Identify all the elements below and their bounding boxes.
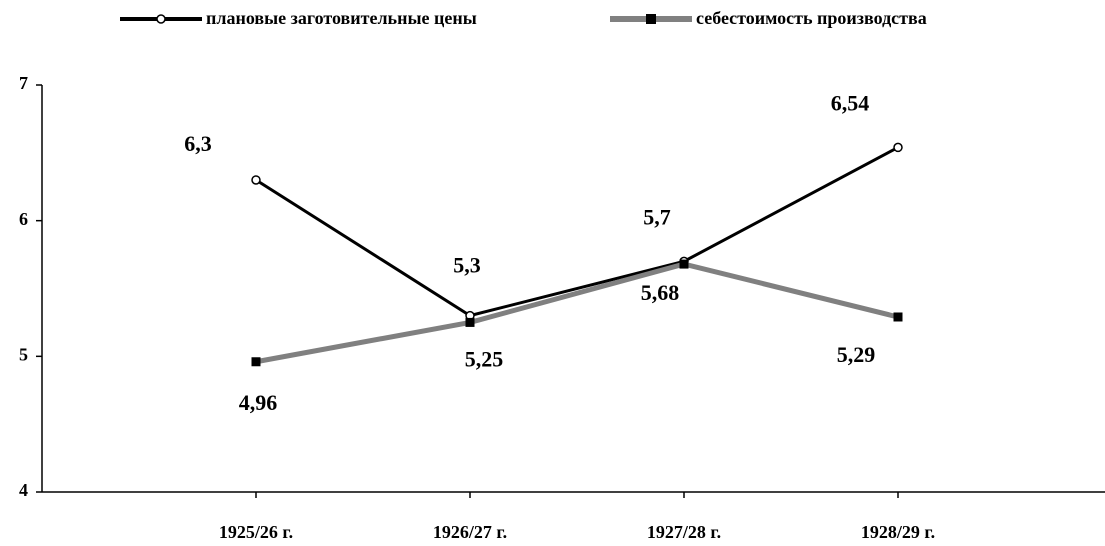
data-label: 5,7 (643, 204, 671, 229)
marker (465, 317, 475, 327)
line-series (255, 261, 899, 365)
line-series (255, 146, 899, 318)
legend-label: плановые заготовительные цены (206, 8, 477, 28)
marker (251, 357, 261, 367)
x-tick-label: 1926/27 г. (433, 522, 507, 542)
marker (893, 312, 903, 322)
data-label: 6,3 (184, 131, 212, 156)
marker (679, 259, 689, 269)
data-label: 5,25 (465, 346, 504, 371)
marker (893, 142, 903, 153)
legend-marker (646, 14, 656, 24)
data-label: 5,29 (837, 342, 876, 367)
data-label: 6,54 (831, 90, 870, 115)
data-label: 5,68 (641, 280, 680, 305)
x-tick-label: 1925/26 г. (219, 522, 293, 542)
y-tick-label: 4 (19, 480, 28, 500)
y-tick-label: 6 (19, 209, 28, 229)
x-tick-label: 1928/29 г. (861, 522, 935, 542)
x-tick-label: 1927/28 г. (647, 522, 721, 542)
data-label: 5,3 (453, 253, 481, 278)
data-label: 4,96 (239, 390, 278, 415)
marker (251, 175, 261, 185)
legend-label: себестоимость производства (696, 8, 927, 28)
legend-marker (156, 14, 166, 24)
y-tick-label: 5 (19, 344, 28, 364)
y-tick-label: 7 (19, 73, 28, 93)
